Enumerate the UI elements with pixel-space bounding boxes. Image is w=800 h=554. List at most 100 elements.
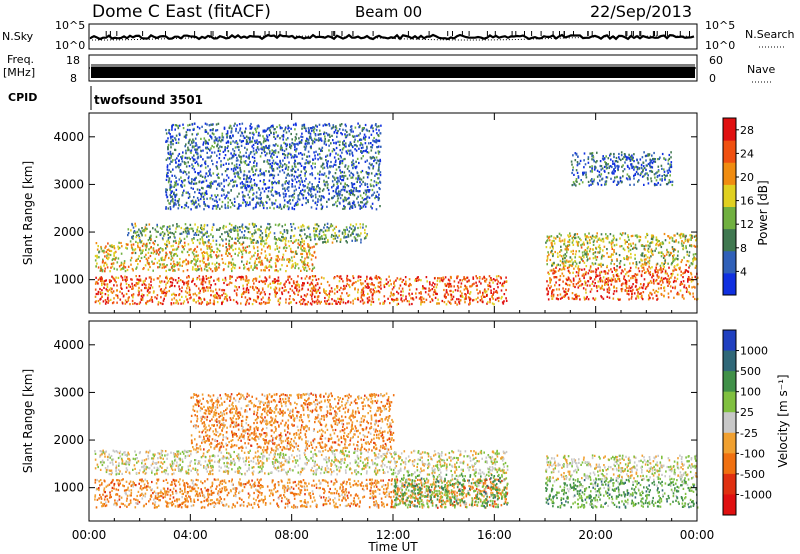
echo-cell <box>336 236 339 239</box>
echo-cell <box>320 282 323 285</box>
echo-cell <box>135 236 137 239</box>
cpid-value: twofsound 3501 <box>94 93 203 107</box>
echo-cell <box>247 291 250 294</box>
echo-cell <box>259 256 261 259</box>
echo-cell <box>351 239 353 242</box>
echo-cell <box>249 257 252 260</box>
echo-cell <box>175 141 178 144</box>
echo-cell <box>294 185 296 188</box>
echo-cell <box>304 162 306 165</box>
echo-cell <box>217 297 219 300</box>
echo-cell <box>314 193 317 196</box>
echo-cell <box>328 302 330 306</box>
echo-cell <box>233 172 236 175</box>
echo-cell <box>222 261 224 264</box>
echo-cell <box>217 172 220 175</box>
echo-cell <box>236 185 238 188</box>
echo-cell <box>353 187 355 190</box>
echo-cell <box>210 284 212 287</box>
echo-cell <box>274 202 276 205</box>
echo-cell <box>281 127 283 130</box>
echo-cell <box>492 293 494 296</box>
nave-tick-high: 60 <box>709 54 723 67</box>
echo-cell <box>224 262 227 265</box>
echo-cell <box>176 254 179 257</box>
echo-cell <box>182 245 185 249</box>
echo-cell <box>498 296 500 299</box>
echo-cell <box>410 297 412 300</box>
echo-cell <box>110 279 112 283</box>
echo-cell <box>433 277 436 280</box>
echo-cell <box>349 223 352 226</box>
echo-cell <box>299 241 302 244</box>
echo-cell <box>209 173 211 176</box>
echo-cell <box>166 264 168 267</box>
echo-cell <box>204 263 207 266</box>
echo-cell <box>369 276 372 279</box>
echo-cell <box>346 190 348 194</box>
echo-cell <box>211 262 214 265</box>
echo-cell <box>182 127 185 130</box>
echo-cell <box>298 289 301 292</box>
echo-cell <box>258 125 260 128</box>
echo-cell <box>150 280 152 283</box>
echo-cell <box>387 297 389 300</box>
echo-cell <box>207 185 209 188</box>
echo-cell <box>265 187 267 190</box>
echo-cell <box>448 279 451 282</box>
echo-cell <box>157 249 160 252</box>
echo-cell <box>262 296 264 299</box>
echo-cell <box>368 286 370 289</box>
echo-cell <box>223 185 225 188</box>
echo-cell <box>334 163 337 167</box>
echo-cell <box>161 290 163 293</box>
echo-cell <box>258 261 260 264</box>
echo-cell <box>210 174 212 177</box>
echo-cell <box>335 125 337 128</box>
echo-cell <box>252 131 254 134</box>
echo-cell <box>199 289 201 292</box>
echo-cell <box>283 187 286 190</box>
echo-cell <box>448 282 451 285</box>
echo-cell <box>284 236 287 240</box>
echo-cell <box>335 302 337 305</box>
echo-cell <box>237 175 239 178</box>
echo-cell <box>240 204 242 207</box>
echo-cell <box>237 131 240 134</box>
echo-cell <box>140 289 143 292</box>
echo-cell <box>505 297 507 300</box>
echo-cell <box>654 269 656 272</box>
echo-cell <box>360 283 363 286</box>
echo-cell <box>216 145 218 148</box>
echo-cell <box>365 286 367 289</box>
echo-cell <box>150 238 152 241</box>
station-title: Dome C East (fitACF) <box>92 2 271 22</box>
echo-cell <box>195 148 197 151</box>
echo-cell <box>222 224 225 228</box>
echo-cell <box>260 143 263 146</box>
echo-cell <box>189 223 192 226</box>
echo-cell <box>352 154 354 157</box>
echo-cell <box>469 292 471 295</box>
echo-cell <box>216 228 218 231</box>
echo-cell <box>235 242 237 245</box>
echo-cell <box>331 134 333 137</box>
echo-cell <box>272 124 274 127</box>
echo-cell <box>101 295 103 298</box>
nave-label: Nave <box>747 63 775 76</box>
echo-cell <box>311 167 314 170</box>
echo-cell <box>206 224 209 227</box>
echo-cell <box>387 281 389 284</box>
echo-cell <box>253 184 256 187</box>
echo-cell <box>352 190 355 193</box>
echo-cell <box>192 299 195 302</box>
echo-cell <box>328 170 330 173</box>
echo-cell <box>456 303 458 306</box>
echo-cell <box>274 293 277 297</box>
echo-cell <box>222 239 224 242</box>
echo-cell <box>294 227 296 230</box>
echo-cell <box>317 184 319 187</box>
echo-cell <box>207 174 209 178</box>
echo-cell <box>272 144 275 147</box>
echo-cell <box>113 297 115 300</box>
